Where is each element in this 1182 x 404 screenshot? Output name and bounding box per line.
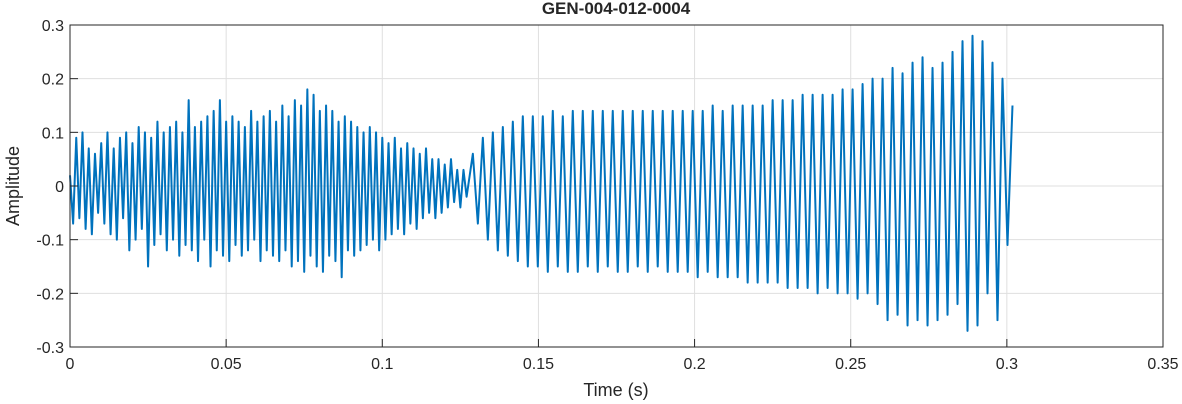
x-tick-label: 0.1 [371, 356, 393, 373]
x-tick-label: 0.3 [996, 356, 1018, 373]
y-tick-label: 0.2 [42, 72, 64, 89]
x-tick-label: 0.05 [211, 356, 242, 373]
x-tick-label: 0 [66, 356, 75, 373]
x-tick-label: 0.25 [835, 356, 866, 373]
y-tick-label: -0.3 [36, 340, 64, 357]
y-tick-label: 0.1 [42, 125, 64, 142]
y-tick-label: -0.1 [36, 233, 64, 250]
y-tick-label: -0.2 [36, 286, 64, 303]
x-tick-label: 0.15 [523, 356, 554, 373]
x-axis-label: Time (s) [583, 380, 648, 400]
ticks: 0 0.05 0.1 0.15 0.2 0.25 0.3 0.35 -0.3 -0.2 -0.1 0 0… [36, 18, 1178, 373]
x-tick-label: 0.2 [683, 356, 705, 373]
y-tick-label: 0 [55, 179, 64, 196]
plot-area [69, 34, 1014, 332]
x-tick-label: 0.35 [1147, 356, 1178, 373]
y-tick-label: 0.3 [42, 18, 64, 35]
waveform-line [69, 34, 1014, 332]
chart-title: GEN-004-012-0004 [542, 0, 691, 18]
y-axis-label: Amplitude [3, 146, 23, 226]
